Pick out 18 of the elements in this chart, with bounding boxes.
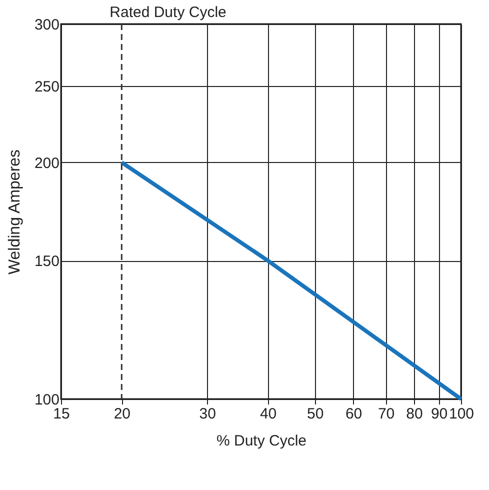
y-tick-label: 100 <box>34 392 60 408</box>
y-tick-label: 200 <box>34 154 60 172</box>
x-tick-label: 80 <box>406 406 423 422</box>
y-tick-label: 150 <box>34 253 60 270</box>
y-tick-label: 300 <box>34 16 60 34</box>
y-tick-label: 250 <box>34 78 60 96</box>
x-tick-label: 40 <box>260 406 277 422</box>
y-axis-title: Welding Amperes <box>6 149 24 275</box>
x-tick-label: 15 <box>53 406 70 422</box>
x-tick-label: 50 <box>307 406 324 422</box>
x-tick-label: 100 <box>448 406 474 422</box>
x-tick-label: 70 <box>378 406 395 422</box>
x-tick-label: 60 <box>345 406 362 422</box>
x-tick-label: 90 <box>430 406 448 422</box>
x-tick-label: 20 <box>114 406 130 422</box>
x-tick-label: 30 <box>199 406 216 422</box>
ref-line-label: Rated Duty Cycle <box>110 4 226 21</box>
x-axis-title: % Duty Cycle <box>216 432 307 450</box>
